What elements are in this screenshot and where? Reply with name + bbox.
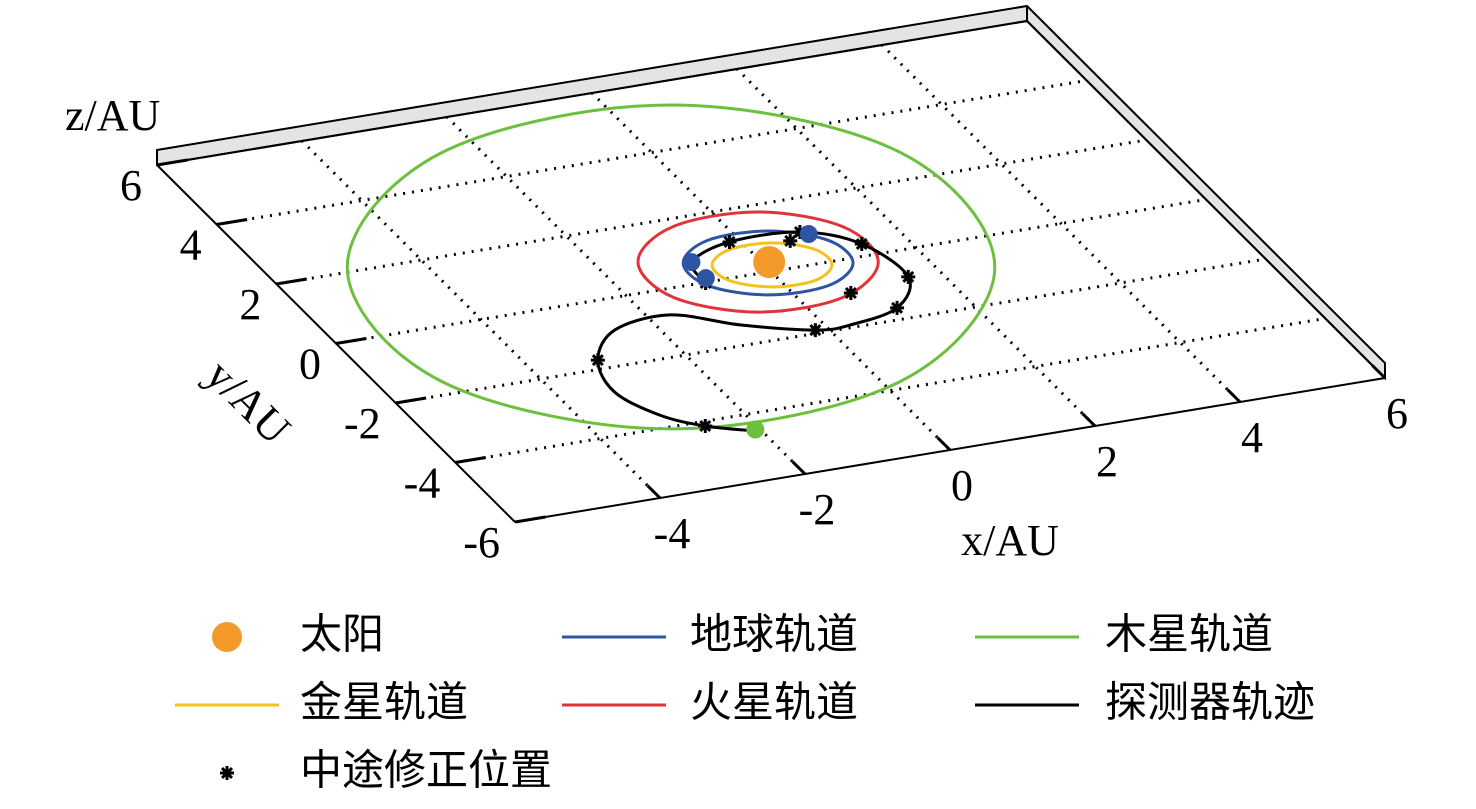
correction-marker	[783, 233, 798, 248]
grid-line	[216, 79, 1087, 226]
legend-label: 地球轨道	[690, 610, 858, 659]
planet-position	[682, 253, 701, 272]
grid-line	[455, 317, 1326, 464]
correction-marker	[792, 225, 807, 240]
x-tick-label: -4	[654, 509, 691, 558]
x-tick-label: 6	[1386, 389, 1408, 438]
legend-label: 太阳	[300, 610, 384, 659]
x-tick-label: 0	[951, 461, 973, 510]
x-tick-mark	[1226, 388, 1242, 404]
correction-marker	[698, 418, 713, 433]
x-tick-label: -2	[799, 485, 836, 534]
x-tick-mark	[1081, 412, 1097, 428]
y-tick-mark	[216, 217, 248, 226]
legend-label: 金星轨道	[300, 678, 468, 727]
y-tick-label: -6	[463, 518, 500, 567]
legend-label: 火星轨道	[690, 678, 858, 727]
y-tick-label: -4	[404, 459, 441, 508]
orbit-line	[710, 241, 834, 289]
correction-marker	[808, 323, 823, 338]
planet-position	[746, 420, 765, 439]
planet-position	[799, 225, 818, 244]
correction-marker	[590, 353, 605, 368]
y-tick-mark	[395, 396, 427, 405]
legend-label: 木星轨道	[1105, 610, 1273, 659]
x-axis-label: x/AU	[961, 516, 1059, 565]
legend-symbol	[220, 766, 234, 780]
grid-line	[735, 67, 1097, 428]
y-tick-label: 2	[239, 280, 261, 329]
y-tick-mark	[455, 455, 487, 464]
correction-marker	[843, 285, 858, 300]
grid-line	[300, 139, 662, 500]
grid-line	[445, 115, 807, 476]
box-edge	[1026, 20, 1386, 379]
correction-marker	[901, 269, 916, 284]
orbit-line	[345, 103, 997, 431]
y-tick-label: 0	[299, 340, 321, 389]
legend-label: 探测器轨迹	[1105, 678, 1315, 727]
box-top-slab	[156, 4, 1386, 381]
y-tick-label: 6	[120, 161, 142, 210]
grid-line	[395, 257, 1266, 405]
x-tick-mark	[791, 460, 807, 476]
y-tick-label: -2	[344, 399, 381, 448]
correction-marker	[854, 236, 869, 251]
orbit-line	[636, 210, 880, 314]
grid-line	[880, 43, 1242, 404]
correction-marker	[890, 300, 905, 315]
x-tick-mark	[646, 484, 662, 500]
x-tick-mark	[936, 436, 952, 452]
correction-marker	[722, 234, 737, 249]
y-axis-label: y/AU	[196, 350, 300, 454]
planet-position	[696, 269, 715, 288]
y-tick-label: 4	[180, 221, 202, 270]
y-tick-mark	[156, 158, 188, 167]
x-tick-label: 2	[1096, 437, 1118, 486]
y-tick-mark	[276, 277, 308, 286]
z-axis-label: z/AU	[65, 91, 160, 140]
x-tick-mark	[1371, 364, 1387, 380]
legend-symbol	[212, 622, 242, 652]
sun	[753, 246, 786, 279]
y-tick-mark	[335, 336, 367, 345]
legend-label: 中途修正位置	[300, 746, 552, 795]
y-tick-mark	[514, 515, 546, 524]
x-tick-label: 4	[1241, 413, 1263, 462]
